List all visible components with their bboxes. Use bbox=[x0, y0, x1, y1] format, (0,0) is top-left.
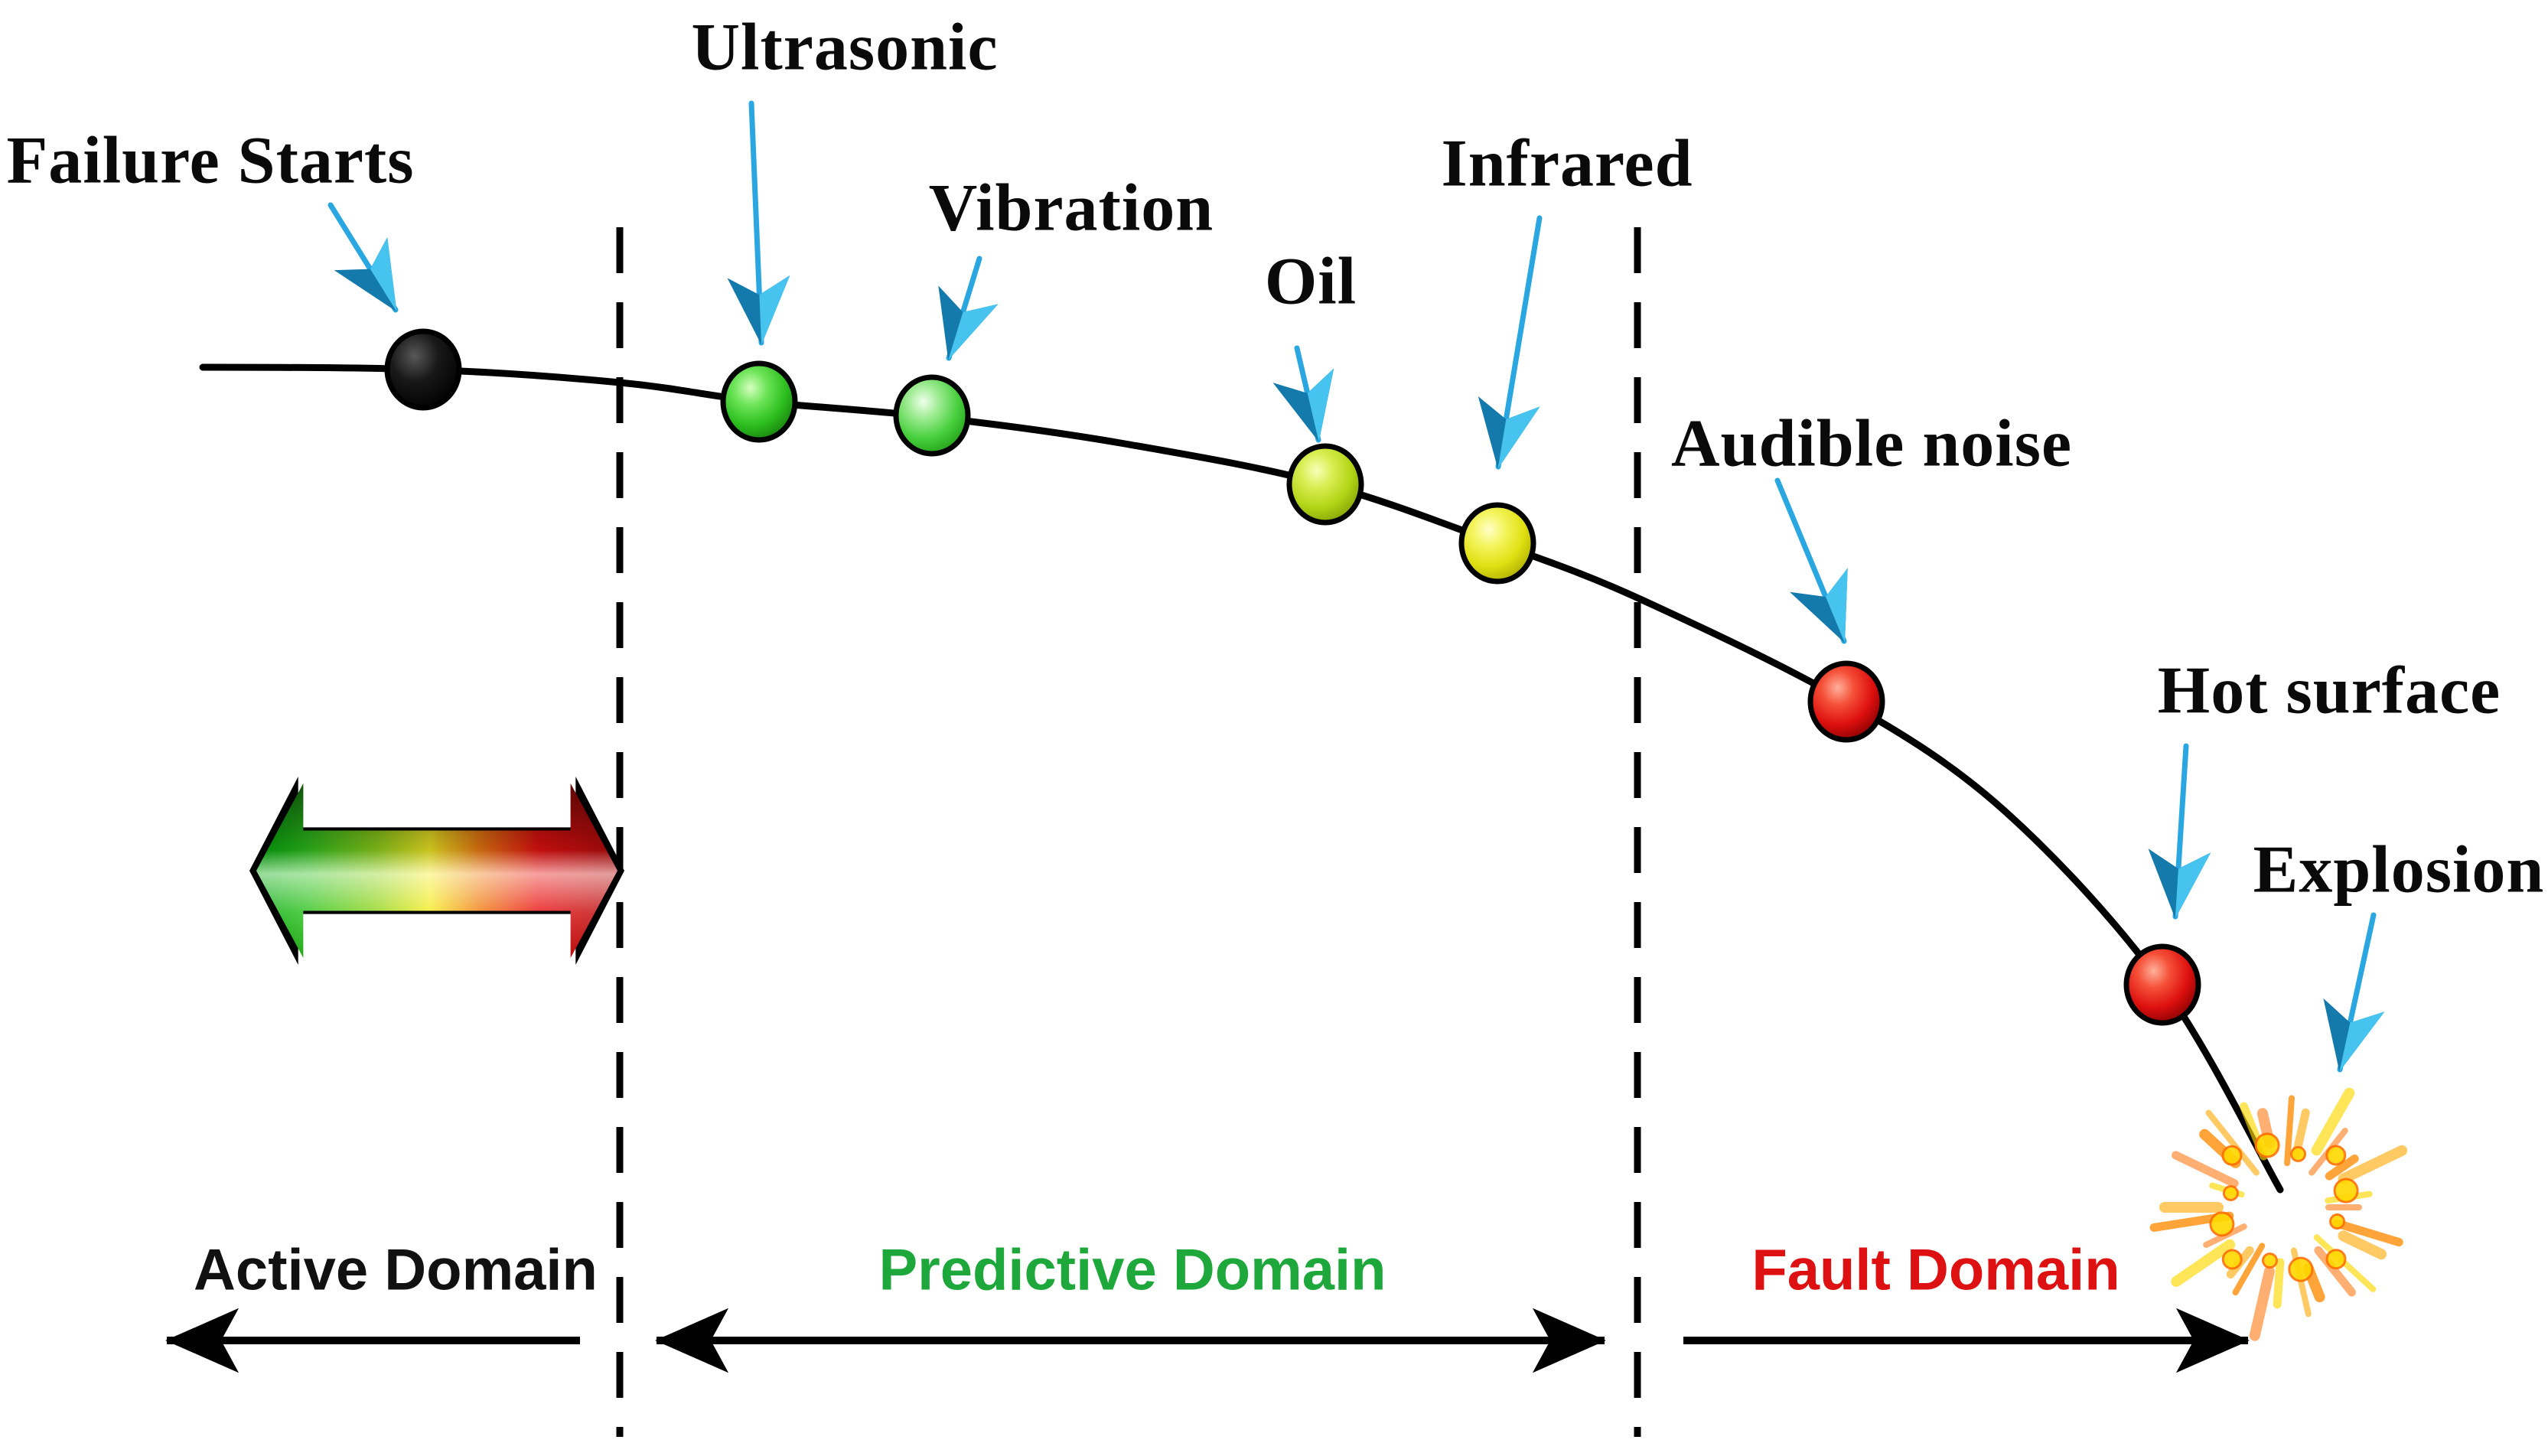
pointer-arrow-4 bbox=[1478, 215, 1543, 470]
explosion-ember bbox=[2221, 1249, 2243, 1270]
explosion-ember bbox=[2333, 1178, 2359, 1204]
blue-pointer-arrows bbox=[327, 100, 2385, 1073]
explosion-spike bbox=[2325, 1154, 2359, 1181]
detection-dots bbox=[384, 328, 2201, 1026]
label-active-domain: Active Domain bbox=[194, 1237, 598, 1303]
pointer-arrow-2 bbox=[938, 256, 999, 361]
explosion-ember bbox=[2254, 1132, 2280, 1158]
explosion-ember bbox=[2329, 1213, 2346, 1230]
detection-dot-4 bbox=[1458, 502, 1536, 585]
label-failure-starts: Failure Starts bbox=[6, 123, 415, 198]
label-fault-domain: Fault Domain bbox=[1751, 1237, 2120, 1303]
severity-arrow-gradient bbox=[256, 783, 617, 958]
pointer-arrow-1 bbox=[727, 100, 790, 346]
explosion-ember bbox=[2288, 1256, 2314, 1282]
explosion-spike bbox=[2172, 1151, 2239, 1188]
label-predictive-domain: Predictive Domain bbox=[878, 1237, 1386, 1303]
explosion-ember bbox=[2209, 1211, 2235, 1237]
label-explosion: Explosion bbox=[2253, 832, 2545, 907]
explosion-spike bbox=[2338, 1145, 2408, 1184]
detection-dot-6 bbox=[2123, 943, 2201, 1026]
explosion-ember bbox=[2261, 1252, 2278, 1269]
explosion-spike bbox=[2171, 1239, 2236, 1288]
explosion-spike bbox=[2273, 1258, 2285, 1309]
explosion-ember bbox=[2222, 1184, 2239, 1201]
pointer-arrow-5 bbox=[1774, 477, 1848, 644]
domain-divider-lines bbox=[616, 227, 1641, 1437]
explosion-spike bbox=[2332, 1219, 2403, 1247]
detection-dot-1 bbox=[720, 360, 798, 443]
label-audible-noise: Audible noise bbox=[1670, 406, 2073, 481]
explosion-spike bbox=[2311, 1087, 2355, 1156]
explosion-ember bbox=[2325, 1145, 2347, 1166]
explosion-spike bbox=[2205, 1109, 2260, 1176]
pointer-arrow-3 bbox=[1272, 345, 1334, 443]
explosion-spike bbox=[2338, 1230, 2387, 1260]
label-ultrasonic: Ultrasonic bbox=[691, 10, 999, 85]
label-vibration: Vibration bbox=[928, 171, 1214, 246]
explosion-burst-icon bbox=[2149, 1087, 2408, 1341]
explosion-ember bbox=[2290, 1145, 2307, 1162]
pointer-arrow-6 bbox=[2148, 743, 2211, 920]
detection-dot-5 bbox=[1807, 660, 1885, 743]
explosion-ember bbox=[2221, 1145, 2243, 1166]
explosion-spike bbox=[2284, 1095, 2295, 1167]
detection-dot-3 bbox=[1286, 443, 1364, 526]
detection-dot-0 bbox=[384, 328, 462, 411]
detection-dot-2 bbox=[893, 374, 971, 457]
explosion-spike bbox=[2314, 1246, 2357, 1297]
severity-gradient-arrow bbox=[249, 777, 624, 965]
pointer-arrow-7 bbox=[2323, 912, 2385, 1073]
explosion-spike bbox=[2232, 1243, 2266, 1296]
pointer-arrow-0 bbox=[327, 202, 399, 313]
label-hot-surface: Hot surface bbox=[2157, 653, 2501, 728]
label-infrared: Infrared bbox=[1441, 126, 1693, 201]
explosion-ember bbox=[2325, 1249, 2347, 1270]
label-oil: Oil bbox=[1264, 244, 1357, 319]
explosion-spike bbox=[2249, 1265, 2275, 1341]
